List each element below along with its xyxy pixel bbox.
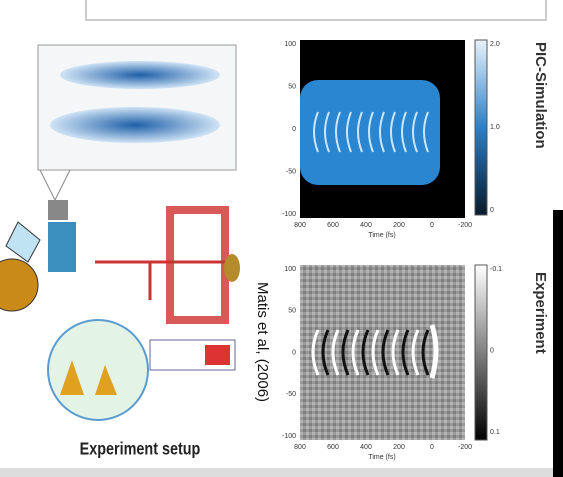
spectrometer <box>48 222 76 272</box>
y-tick-label: 0 <box>292 126 296 133</box>
fringe <box>361 329 370 376</box>
colorbar-tick: 0.1 <box>490 429 500 436</box>
optics <box>149 339 236 371</box>
bottom-shadow <box>0 468 553 477</box>
x-tick-label: 200 <box>393 444 405 451</box>
colorbar-tick: 2.0 <box>490 41 500 48</box>
beam <box>95 260 230 300</box>
top-box <box>85 0 547 21</box>
y-tick-label: 0 <box>292 349 296 356</box>
colorbar-tick: 0 <box>490 347 494 354</box>
fringe <box>421 329 430 376</box>
x-tick-label: 800 <box>294 444 306 451</box>
x-tick-label: 600 <box>327 444 339 451</box>
fringe <box>351 329 360 376</box>
spectra-peaks <box>60 360 117 395</box>
colorbar <box>474 39 488 216</box>
probe <box>205 345 230 365</box>
fringe <box>412 111 418 153</box>
fringe <box>381 329 390 376</box>
fringe <box>411 329 420 376</box>
y-tick-label: -100 <box>282 433 296 440</box>
bubble-icon <box>5 221 41 263</box>
sim-fringes <box>313 111 429 153</box>
fringe <box>401 329 410 376</box>
x-tick-label: 400 <box>360 222 372 229</box>
fringe <box>371 329 380 376</box>
x-tick-label: 0 <box>430 444 434 451</box>
fringe <box>313 111 319 153</box>
x-tick-label: 800 <box>294 222 306 229</box>
colorbar-tick: 1.0 <box>490 124 500 131</box>
exp-fringes <box>311 324 439 379</box>
y-tick-label: 100 <box>284 41 296 48</box>
citation: Matis et al, (2006) <box>254 282 271 402</box>
spectrum-image <box>60 61 220 89</box>
y-tick-label: -50 <box>286 168 296 175</box>
x-tick-label: 600 <box>327 222 339 229</box>
orange-icon <box>0 258 39 312</box>
y-tick-label: -50 <box>286 391 296 398</box>
colorbar-tick: -0.1 <box>490 266 502 273</box>
fringe <box>429 324 439 379</box>
side-bar <box>553 210 563 477</box>
fringe <box>331 329 340 376</box>
y-tick-label: -100 <box>282 211 296 218</box>
y-tick-label: 100 <box>284 266 296 273</box>
fringe <box>401 111 407 153</box>
x-axis-label: Time (fs) <box>368 454 395 461</box>
colorbar-tick: 0 <box>490 207 494 214</box>
x-tick-label: 200 <box>393 222 405 229</box>
side-label: Experiment <box>532 272 549 354</box>
x-tick-label: -200 <box>458 444 472 451</box>
y-tick-label: 50 <box>288 83 296 90</box>
side-label: PIC-Simulation <box>532 42 549 149</box>
fringe <box>346 111 352 153</box>
camera <box>48 200 68 220</box>
inset-circle <box>47 319 149 421</box>
fringe <box>391 329 400 376</box>
x-tick-label: -200 <box>458 222 472 229</box>
x-tick-label: 400 <box>360 444 372 451</box>
spectrum-image <box>50 107 220 143</box>
fringe <box>379 111 385 153</box>
fringe <box>357 111 363 153</box>
fringe <box>423 111 429 153</box>
mirror <box>224 254 240 282</box>
fringe <box>321 329 330 376</box>
fringe <box>324 111 330 153</box>
fringe <box>390 111 396 153</box>
fringe <box>341 329 350 376</box>
colorbar <box>474 264 488 441</box>
fringe <box>335 111 341 153</box>
fringe <box>368 111 374 153</box>
y-tick-label: 50 <box>288 308 296 315</box>
x-tick-label: 0 <box>430 222 434 229</box>
caption: Experiment setup <box>80 439 201 459</box>
x-axis-label: Time (fs) <box>368 232 395 239</box>
fringe <box>311 329 320 376</box>
